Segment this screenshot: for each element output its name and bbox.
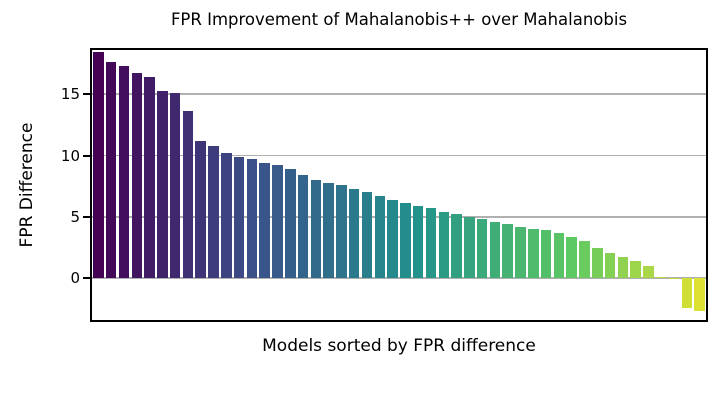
bar [374,196,386,279]
bar [336,185,347,279]
bar [182,111,194,279]
y-tick-mark [83,154,90,157]
gridline [92,93,706,95]
x-axis-label: Models sorted by FPR difference [262,336,536,356]
y-tick-label: 15 [60,85,80,104]
bar [655,277,667,279]
bar [131,73,142,279]
bar [310,180,322,279]
bar [221,153,232,279]
bar [195,140,206,279]
bar [157,90,168,279]
gridline [92,154,706,157]
bar [489,221,501,279]
bar [285,169,296,279]
y-tick-label: 5 [70,207,80,226]
bar [540,230,552,279]
y-tick-mark [83,93,90,96]
bar [553,232,565,279]
bar [476,219,488,279]
bar [694,278,705,312]
axes-frame [90,48,708,322]
bar [515,226,526,279]
bar [297,175,309,279]
gridline [92,216,706,218]
bar [348,188,360,279]
bar [323,182,334,279]
bar [400,203,411,279]
bar [592,247,603,279]
bar [169,92,181,279]
bar [451,214,462,279]
bar [425,208,437,279]
bar [93,52,104,279]
bar [464,216,475,279]
bar [361,192,373,279]
bar [566,236,577,279]
bar [105,62,117,279]
gridline [92,277,706,280]
bar [118,65,130,279]
bar [681,278,693,308]
bar [617,257,629,279]
y-tick-mark [83,215,90,218]
bar [387,199,398,279]
bar [272,165,283,279]
bar [438,212,449,279]
bar [528,229,539,279]
bar [246,159,258,279]
bar [412,205,424,279]
plot-area [92,50,706,320]
y-axis-label: FPR Difference [17,122,37,248]
bar [259,162,270,279]
bar [208,145,219,279]
bar [144,77,155,279]
y-tick-label: 10 [60,146,80,165]
chart-title: FPR Improvement of Mahalanobis++ over Ma… [170,10,628,29]
y-tick-label: 0 [70,269,80,288]
y-tick-mark [83,277,90,280]
bar [604,252,616,279]
bar [630,261,641,279]
bar [233,156,245,279]
bar [502,224,513,279]
bar [643,266,654,279]
bar [579,241,590,279]
